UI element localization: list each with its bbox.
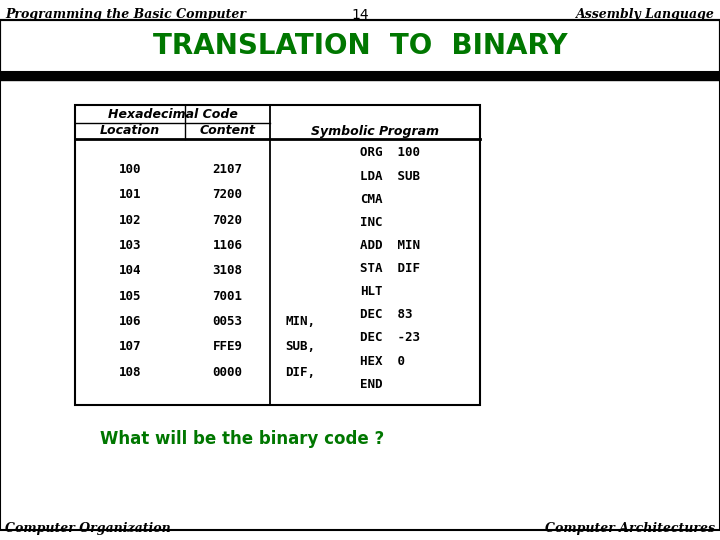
Text: Hexadecimal Code: Hexadecimal Code: [107, 107, 238, 120]
Text: 7020: 7020: [212, 213, 243, 227]
Text: 7200: 7200: [212, 188, 243, 201]
Text: FFE9: FFE9: [212, 340, 243, 353]
Text: 106: 106: [119, 315, 141, 328]
Text: HLT: HLT: [360, 285, 382, 298]
Text: TRANSLATION  TO  BINARY: TRANSLATION TO BINARY: [153, 32, 567, 60]
Text: 104: 104: [119, 264, 141, 277]
Text: Location: Location: [100, 125, 160, 138]
Text: END: END: [360, 378, 382, 391]
Text: ADD  MIN: ADD MIN: [360, 239, 420, 252]
Text: ORG  100: ORG 100: [360, 146, 420, 159]
Text: MIN,: MIN,: [285, 315, 315, 328]
Text: LDA  SUB: LDA SUB: [360, 170, 420, 183]
Text: INC: INC: [360, 216, 382, 229]
Text: SUB,: SUB,: [285, 340, 315, 353]
Text: 101: 101: [119, 188, 141, 201]
Text: 3108: 3108: [212, 264, 243, 277]
Text: 105: 105: [119, 289, 141, 302]
Text: Content: Content: [199, 125, 256, 138]
Text: Programming the Basic Computer: Programming the Basic Computer: [5, 8, 246, 21]
Text: 14: 14: [351, 8, 369, 22]
Text: 107: 107: [119, 340, 141, 353]
Text: 1106: 1106: [212, 239, 243, 252]
Text: DIF,: DIF,: [285, 366, 315, 379]
Text: Symbolic Program: Symbolic Program: [311, 125, 439, 138]
FancyBboxPatch shape: [0, 20, 720, 72]
Text: Assembly Language: Assembly Language: [576, 8, 715, 21]
Text: CMA: CMA: [360, 193, 382, 206]
Text: Computer Organization: Computer Organization: [5, 522, 171, 535]
Text: 0053: 0053: [212, 315, 243, 328]
Text: 7001: 7001: [212, 289, 243, 302]
Text: 100: 100: [119, 163, 141, 176]
Text: DEC  -23: DEC -23: [360, 332, 420, 345]
Text: 102: 102: [119, 213, 141, 227]
Text: 0000: 0000: [212, 366, 243, 379]
Text: What will be the binary code ?: What will be the binary code ?: [100, 430, 384, 448]
Text: HEX  0: HEX 0: [360, 355, 405, 368]
FancyBboxPatch shape: [75, 105, 480, 405]
Text: Computer Architectures: Computer Architectures: [545, 522, 715, 535]
Text: 108: 108: [119, 366, 141, 379]
Text: DEC  83: DEC 83: [360, 308, 413, 321]
Text: 103: 103: [119, 239, 141, 252]
Text: STA  DIF: STA DIF: [360, 262, 420, 275]
Text: 2107: 2107: [212, 163, 243, 176]
